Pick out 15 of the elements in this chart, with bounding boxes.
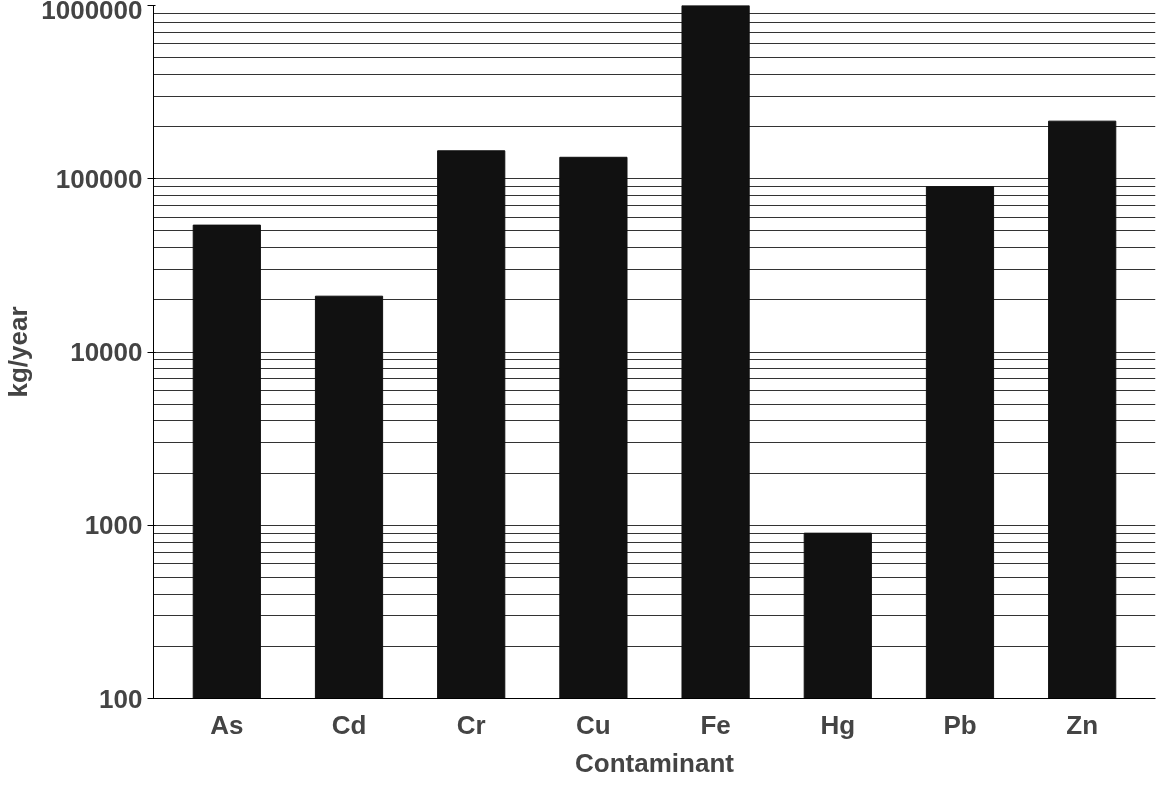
x-tick-label: Cr	[456, 709, 486, 740]
x-tick-label: Cu	[576, 709, 611, 740]
y-tick-label: 100000	[55, 163, 143, 194]
x-tick-label: Hg	[820, 709, 856, 740]
x-tick-label: Cd	[331, 709, 367, 740]
x-axis-title: Contaminant	[575, 747, 735, 778]
x-tick-label: Pb	[943, 709, 977, 740]
y-tick-label: 1000	[84, 510, 143, 541]
y-axis-title: kg/year	[3, 306, 34, 398]
x-tick-label: As	[210, 709, 244, 740]
y-tick-label: 100	[99, 683, 143, 714]
y-tick-label: 10000	[70, 337, 143, 367]
x-tick-label: Fe	[700, 709, 731, 740]
y-tick-label: 1000000	[41, 0, 143, 25]
x-tick-label: Zn	[1066, 709, 1099, 740]
